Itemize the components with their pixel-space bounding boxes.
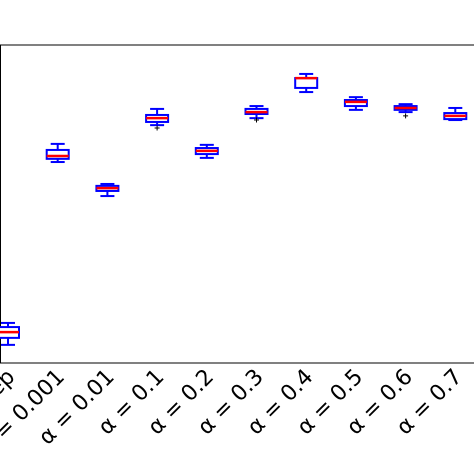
flier (254, 117, 259, 123)
box (45, 148, 70, 160)
flier (154, 125, 160, 131)
box (294, 77, 319, 89)
flier (403, 113, 409, 119)
